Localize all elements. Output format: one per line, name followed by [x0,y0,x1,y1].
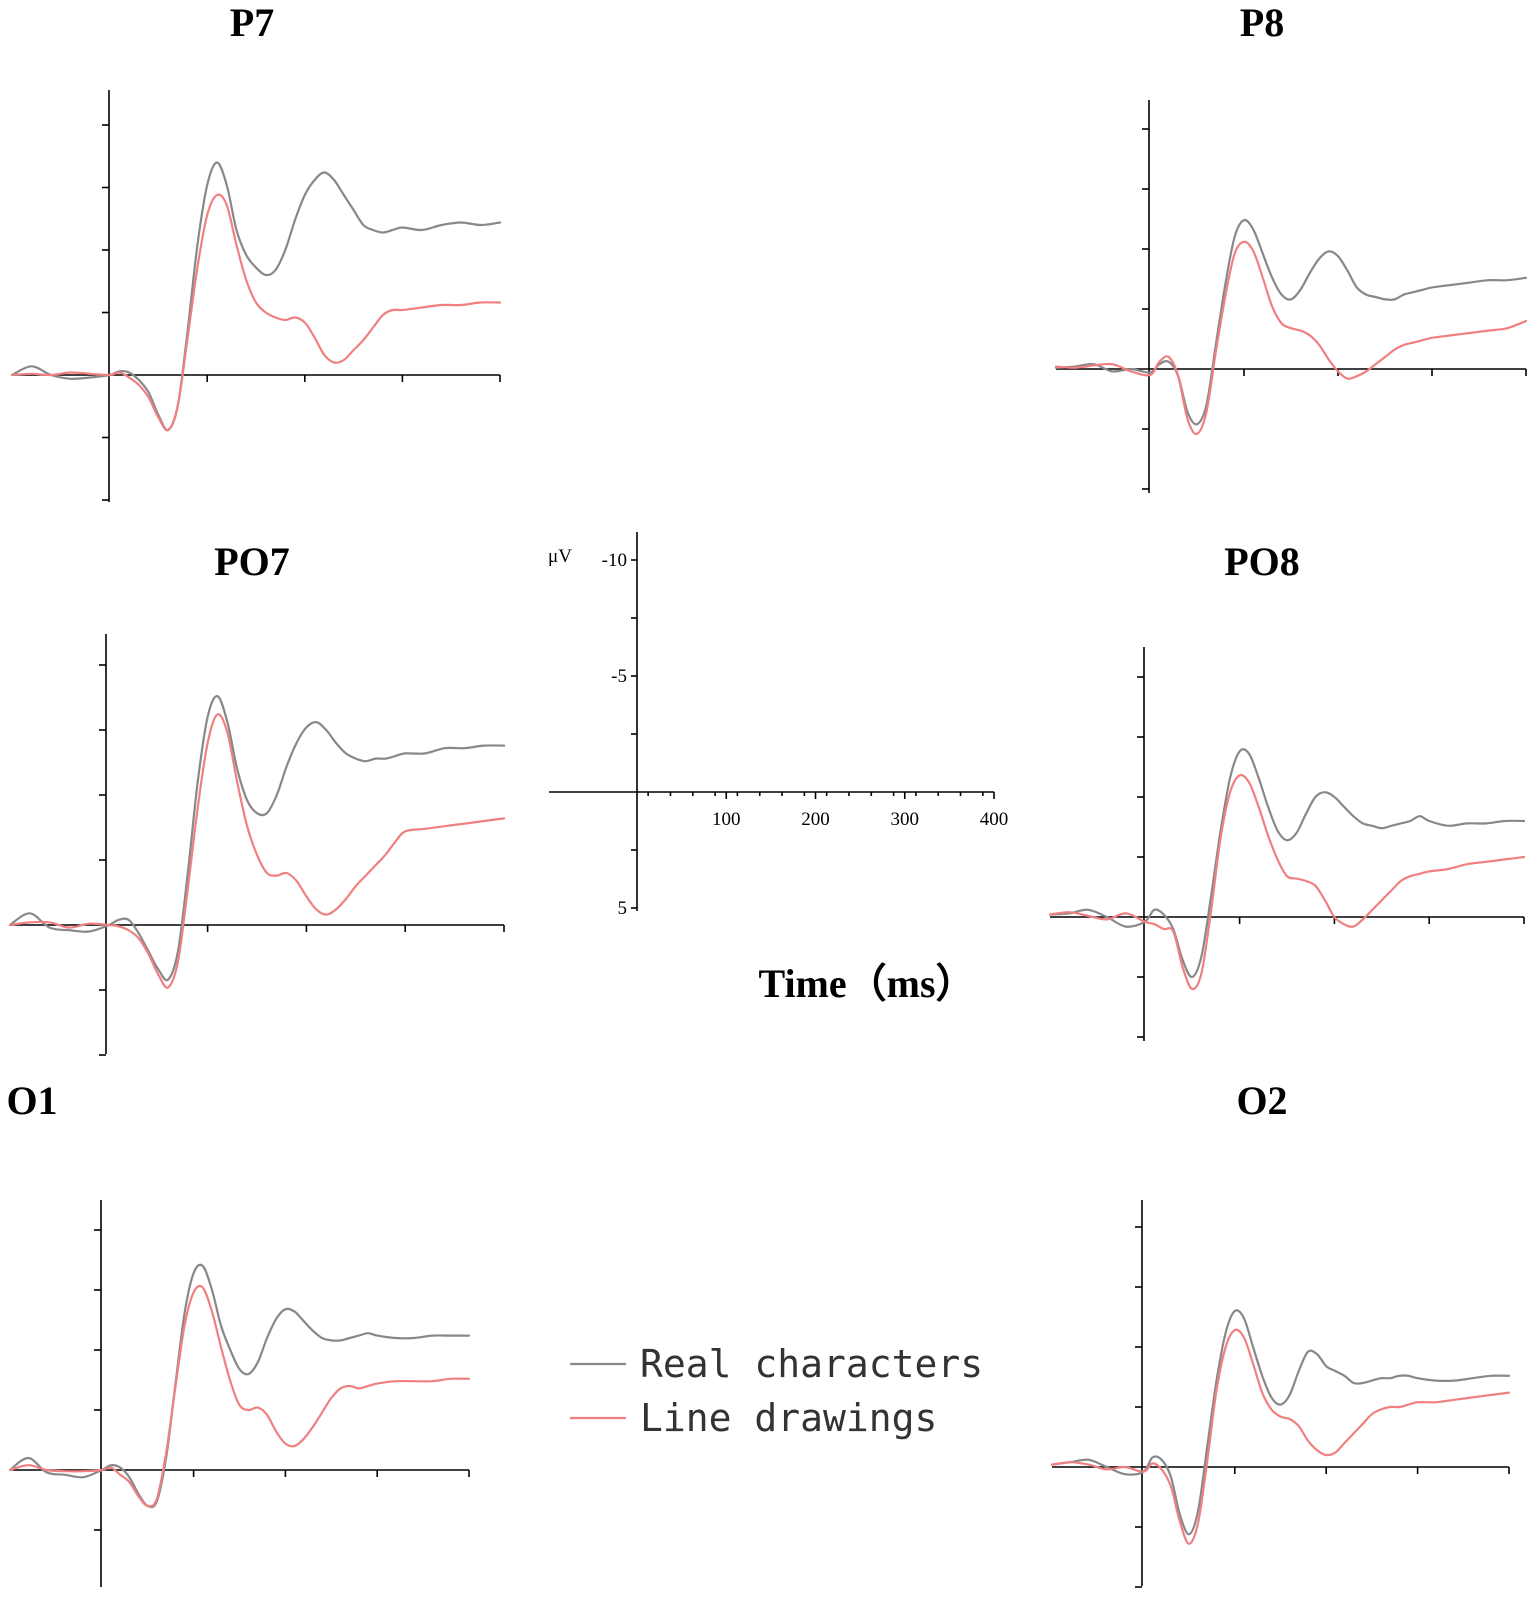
panel-title-o2: O2 [1236,1078,1287,1123]
panel-title-po7: PO7 [214,539,290,584]
panel-p7 [10,90,502,502]
legend-label-line-drawings: Line drawings [640,1396,937,1440]
trace-o2-real-characters [1050,1309,1511,1536]
scale-x-tick-label: 200 [801,809,830,830]
y-axis-unit: μV [548,546,572,567]
scale-y-tick-label: -5 [611,666,627,687]
trace-po8-line-drawings [1048,773,1526,991]
trace-po7-real-characters [8,695,506,982]
trace-o1-line-drawings [8,1284,471,1508]
trace-p7-real-characters [10,161,502,432]
scale-y-tick-label: -10 [602,550,627,571]
panel-title-o1: O1 [6,1078,57,1123]
panel-title-po8: PO8 [1224,539,1300,584]
panel-o1 [8,1200,471,1587]
trace-o2-line-drawings [1050,1328,1511,1545]
scale-x-tick-label: 100 [712,809,741,830]
x-axis-title: Time（ms） [758,961,975,1006]
panel-title-p8: P8 [1240,0,1284,45]
trace-po8-real-characters [1048,748,1526,979]
scale-x-tick-label: 300 [891,809,920,830]
scale-x-tick-label: 400 [980,809,1009,830]
scale-reference: 100 200 300 400 -10 -5 5 [549,532,1008,919]
scale-y-tick-label: 5 [618,898,628,919]
panel-po8 [1048,647,1526,1041]
panel-p8 [1054,100,1528,493]
panel-title-p7: P7 [230,0,274,45]
legend-label-real-characters: Real characters [640,1342,983,1386]
trace-p7-line-drawings [10,193,502,432]
panel-o2 [1050,1200,1511,1588]
trace-po7-line-drawings [8,713,506,989]
trace-o1-real-characters [8,1263,471,1509]
panel-po7 [8,634,506,1056]
legend: Real characters Line drawings [570,1342,983,1440]
trace-p8-line-drawings [1054,240,1528,436]
trace-p8-real-characters [1054,218,1528,426]
